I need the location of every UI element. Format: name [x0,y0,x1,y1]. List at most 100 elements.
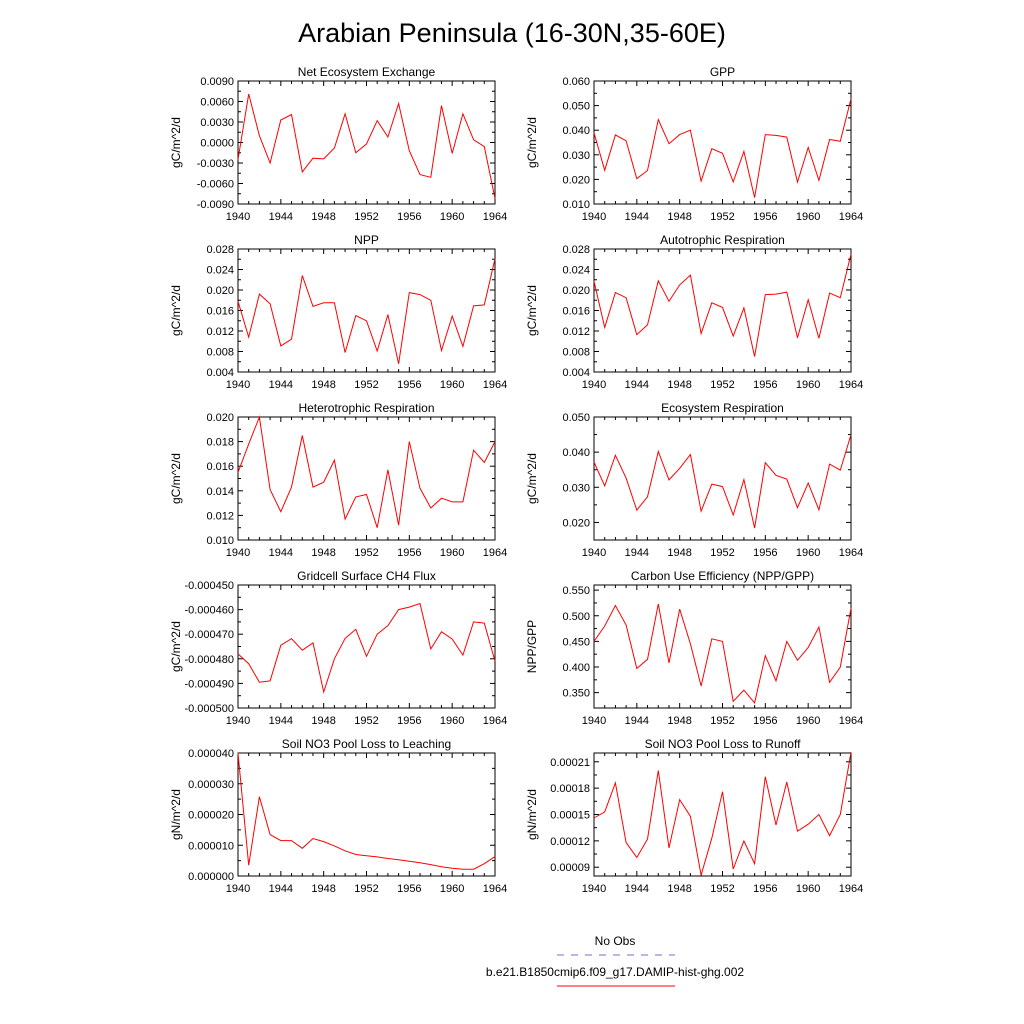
x-tick-label: 1952 [354,211,378,223]
plot-frame [593,584,852,709]
x-tick-label: 1956 [397,715,421,727]
x-tick-label: 1964 [839,211,863,223]
y-tick-label: 0.024 [562,265,590,277]
x-tick-label: 1956 [753,211,777,223]
x-tick-label: 1956 [397,379,421,391]
x-tick-label: 1948 [311,379,335,391]
y-tick-label: 0.00021 [550,757,590,769]
figure-title: Arabian Peninsula (16-30N,35-60E) [298,18,726,48]
y-axis-label: gN/m^2/d [169,789,183,840]
x-tick-label: 1940 [582,547,606,559]
x-tick-label: 1940 [226,379,250,391]
panel-8: Carbon Use Efficiency (NPP/GPP) NPP/GPP 0.… [525,569,863,727]
x-tick-label: 1952 [710,547,734,559]
y-tick-label: 0.020 [206,285,234,297]
x-tick-label: 1948 [311,547,335,559]
x-tick-label: 1944 [625,211,649,223]
series-line [593,434,852,529]
y-tick-label: 0.030 [562,482,590,494]
x-tick-label: 1960 [440,379,464,391]
y-tick-label: 0.060 [562,76,590,88]
y-tick-label: 0.016 [206,306,234,318]
y-tick-label: 0.000000 [188,871,234,883]
y-axis-label: gC/m^2/d [525,117,539,168]
panel-7: Gridcell Surface CH4 Flux gC/m^2/d -0.0005… [169,569,507,727]
panel-title: Net Ecosystem Exchange [298,65,436,79]
x-tick-label: 1952 [354,547,378,559]
panels-grid: Net Ecosystem Exchange gC/m^2/d -0.0090 -0.… [169,65,863,895]
series-line [593,603,852,704]
x-tick-label: 1956 [753,547,777,559]
x-tick-label: 1960 [796,211,820,223]
y-tick-label: 0.004 [206,367,234,379]
x-tick-label: 1940 [582,715,606,727]
x-tick-label: 1948 [667,883,691,895]
x-tick-label: 1940 [582,211,606,223]
y-tick-label: 0.010 [562,199,590,211]
x-tick-label: 1940 [582,379,606,391]
x-tick-label: 1948 [667,379,691,391]
y-tick-label: 0.008 [562,347,590,359]
panel-title: Autotrophic Respiration [660,233,785,247]
y-axis-label: gC/m^2/d [525,285,539,336]
plot-frame [237,80,496,205]
y-tick-label: 0.012 [206,510,234,522]
plot-frame [237,248,496,373]
y-tick-label: 0.00009 [550,862,590,874]
x-tick-label: 1956 [397,211,421,223]
panel-6: Ecosystem Respiration gC/m^2/d 0.020 0.030 0… [525,401,863,559]
x-tick-label: 1964 [483,547,507,559]
y-tick-label: -0.000470 [184,629,234,641]
x-tick-label: 1948 [667,715,691,727]
y-tick-label: 0.0000 [200,138,234,150]
legend-label: No Obs [595,934,636,948]
series-line [237,258,496,364]
y-tick-label: 0.000020 [188,810,234,822]
x-tick-label: 1948 [311,211,335,223]
y-axis-label: gC/m^2/d [169,453,183,504]
y-tick-label: -0.000460 [184,605,234,617]
plot-frame [593,80,852,205]
y-tick-label: 0.040 [562,447,590,459]
series-line [593,253,852,357]
y-tick-label: 0.020 [206,412,234,424]
x-tick-label: 1952 [710,883,734,895]
y-tick-label: 0.400 [562,662,590,674]
x-tick-label: 1952 [354,379,378,391]
y-tick-label: 0.016 [562,306,590,318]
x-tick-label: 1964 [483,883,507,895]
x-tick-label: 1948 [667,547,691,559]
y-tick-label: 0.012 [562,326,590,338]
x-tick-label: 1964 [483,379,507,391]
x-tick-label: 1940 [226,211,250,223]
series-line [237,415,496,528]
plot-frame [593,752,852,877]
panel-title: Gridcell Surface CH4 Flux [297,569,436,583]
x-tick-label: 1944 [269,547,293,559]
panel-1: Net Ecosystem Exchange gC/m^2/d -0.0090 -0.… [169,65,507,223]
y-axis-label: gC/m^2/d [169,285,183,336]
plot-frame [237,416,496,541]
y-tick-label: -0.000450 [184,580,234,592]
y-tick-label: 0.050 [562,101,590,113]
x-tick-label: 1956 [753,379,777,391]
y-tick-label: 0.004 [562,367,590,379]
panel-5: Heterotrophic Respiration gC/m^2/d 0.010 0.… [169,401,507,559]
x-tick-label: 1960 [440,547,464,559]
legend: No Obs b.e21.B1850cmip6.f09_g17.DAMIP-his… [486,934,744,987]
y-tick-label: 0.028 [206,244,234,256]
x-tick-label: 1944 [269,715,293,727]
x-tick-label: 1956 [753,715,777,727]
y-axis-label: gC/m^2/d [169,117,183,168]
x-tick-label: 1952 [710,211,734,223]
x-tick-label: 1944 [625,883,649,895]
y-tick-label: 0.000010 [188,840,234,852]
series-line [593,752,852,876]
x-tick-label: 1940 [226,715,250,727]
x-tick-label: 1964 [483,715,507,727]
x-tick-label: 1944 [269,211,293,223]
y-tick-label: 0.020 [562,174,590,186]
y-tick-label: 0.0090 [200,76,234,88]
x-tick-label: 1964 [483,211,507,223]
panel-3: NPP gC/m^2/d 0.004 0.008 0.012 0.016 0.020 0.02… [169,233,507,391]
